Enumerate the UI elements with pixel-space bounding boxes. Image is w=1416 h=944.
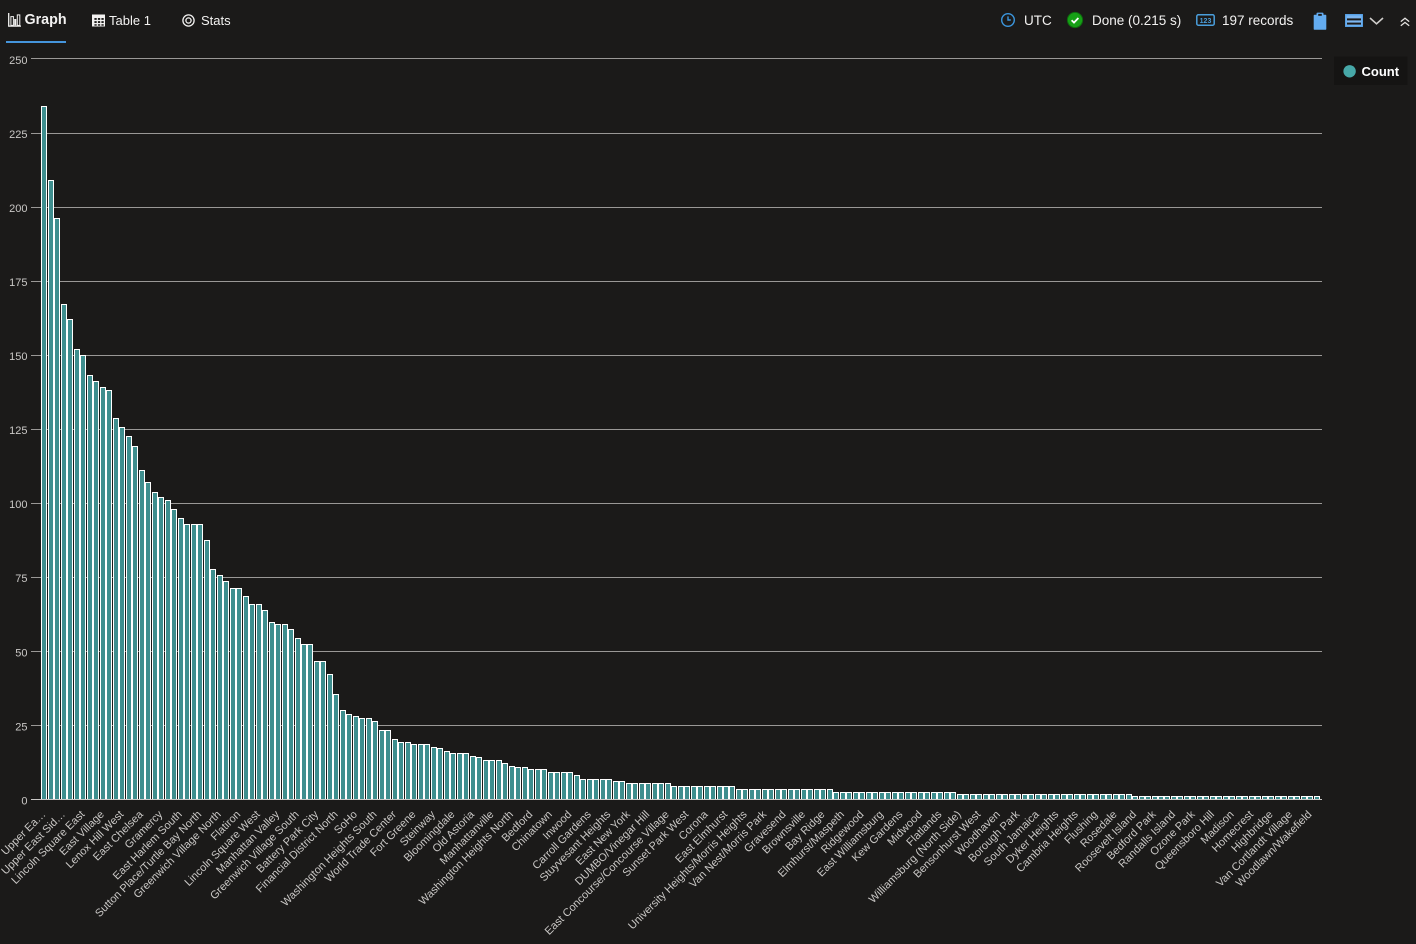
svg-text:200: 200 xyxy=(9,203,27,215)
svg-text:100: 100 xyxy=(9,499,27,511)
svg-text:123: 123 xyxy=(1200,18,1212,25)
svg-text:250: 250 xyxy=(9,55,27,67)
svg-text:0: 0 xyxy=(21,795,27,807)
svg-text:175: 175 xyxy=(9,277,27,289)
svg-text:150: 150 xyxy=(9,351,27,363)
svg-text:225: 225 xyxy=(9,129,27,141)
svg-text:Count: Count xyxy=(1362,64,1400,79)
svg-text:50: 50 xyxy=(15,647,27,659)
svg-text:25: 25 xyxy=(15,721,27,733)
svg-text:75: 75 xyxy=(15,573,27,585)
svg-text:125: 125 xyxy=(9,425,27,437)
